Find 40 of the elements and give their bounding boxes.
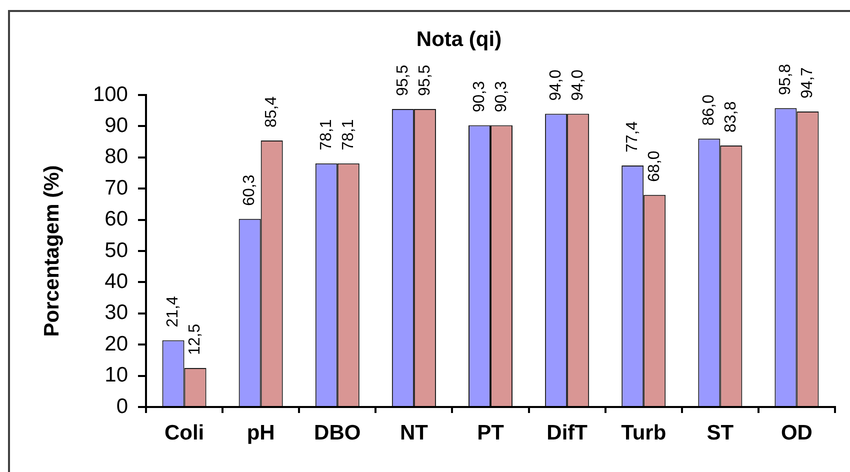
y-tick-label: 70	[104, 176, 128, 200]
data-label: 94,0	[569, 69, 586, 101]
data-label: 68,0	[646, 150, 664, 182]
y-tick-label: 30	[104, 301, 128, 324]
data-label: 60,3	[241, 174, 258, 206]
x-tick-label: PT	[477, 421, 504, 444]
data-label: 94,0	[547, 69, 564, 101]
x-tick-label: DBO	[314, 421, 361, 444]
y-tick-label: 0	[116, 394, 128, 418]
x-tick-label: Turb	[621, 421, 666, 444]
data-label: 90,3	[470, 81, 488, 112]
data-label: 78,1	[318, 119, 335, 150]
data-label: 86,0	[700, 94, 718, 126]
y-tick-label: 80	[104, 145, 128, 168]
data-label: 12,5	[186, 324, 204, 355]
y-tick-label: 20	[104, 332, 128, 356]
x-tick-label: OD	[780, 421, 812, 444]
data-label: 78,1	[340, 119, 357, 150]
data-label: 77,4	[624, 121, 642, 153]
y-tick-label: 90	[104, 114, 128, 137]
x-tick-label: ST	[706, 421, 734, 444]
data-label: 94,7	[799, 67, 816, 99]
y-tick-label: 60	[104, 208, 128, 231]
data-label: 95,5	[394, 64, 412, 96]
data-label: 21,4	[164, 296, 182, 328]
y-tick-label: 10	[104, 364, 128, 387]
y-tick-label: 50	[104, 238, 128, 262]
data-label: 83,8	[722, 101, 740, 133]
x-tick-label: NT	[400, 421, 428, 444]
chart-title: Nota (qi)	[416, 28, 502, 51]
y-axis-title: Porcentagem (%)	[40, 165, 64, 337]
x-tick-label: pH	[246, 421, 275, 444]
y-tick-label: 100	[92, 82, 128, 106]
data-label: 85,4	[263, 96, 280, 128]
x-tick-label: DifT	[546, 421, 588, 444]
data-label: 95,8	[777, 64, 794, 96]
y-tick-label: 40	[104, 270, 128, 293]
data-label: 90,3	[492, 81, 510, 112]
x-tick-label: Coli	[164, 421, 204, 444]
data-label: 95,5	[416, 64, 434, 96]
